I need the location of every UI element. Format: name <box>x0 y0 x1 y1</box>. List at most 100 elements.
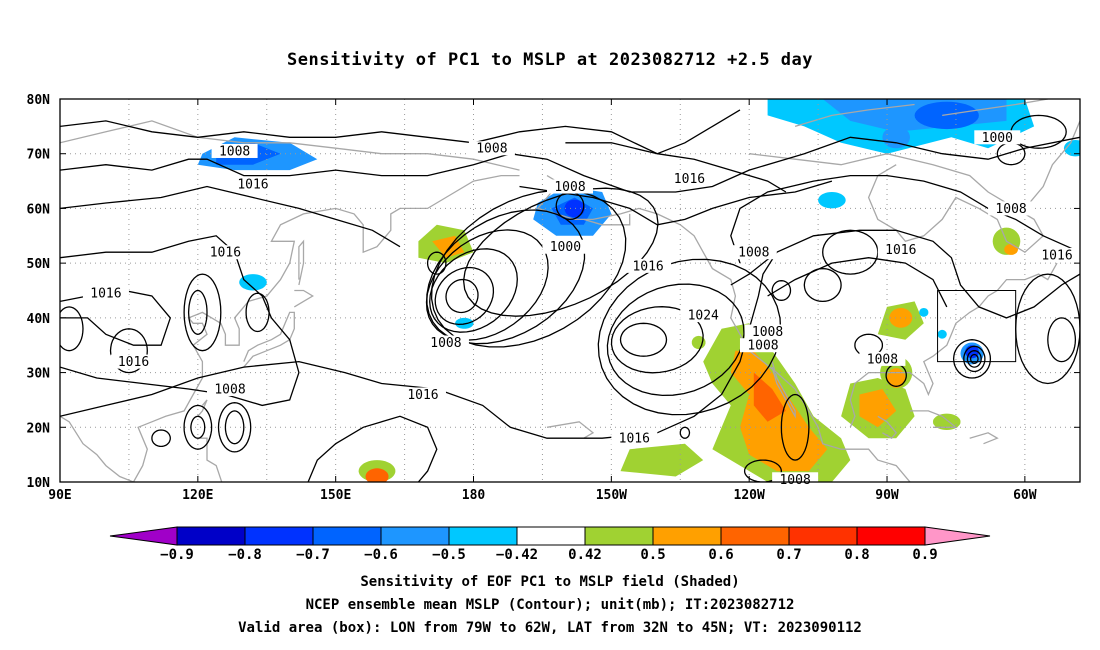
mslp-isobar <box>445 278 479 314</box>
mslp-isobar <box>963 345 986 373</box>
contour-label: 1016 <box>885 243 916 258</box>
coastline <box>546 421 595 439</box>
contour-label: 1008 <box>747 339 778 354</box>
coastline <box>749 153 1045 254</box>
lat-tick-label: 30N <box>27 367 51 382</box>
sensitivity-patch <box>1004 244 1018 255</box>
coastline <box>771 361 796 419</box>
sensitivity-patch <box>753 372 786 422</box>
colorbar-label: 0.8 <box>844 547 869 563</box>
colorbar-label: −0.9 <box>160 547 194 563</box>
colorbar-label: 0.5 <box>640 547 665 563</box>
mslp-isobar <box>555 191 585 221</box>
mslp-isobar <box>780 393 810 461</box>
contour-label: 1008 <box>476 142 507 157</box>
mslp-isobar <box>60 109 741 155</box>
mslp-isobar <box>224 410 245 445</box>
mslp-isobar <box>969 353 979 364</box>
valid-area-box <box>937 290 1017 363</box>
lon-tick-label: 90E <box>48 488 71 503</box>
lon-tick-label: 120E <box>182 488 213 503</box>
mslp-isobar <box>426 209 586 345</box>
mslp-isobar <box>307 415 438 482</box>
colorbar-segment <box>584 526 654 546</box>
lon-tick-label: 60W <box>1013 488 1037 503</box>
mslp-isobar <box>60 136 1080 193</box>
coastline <box>60 120 520 171</box>
mslp-isobar <box>434 266 495 326</box>
coastline <box>942 99 1048 117</box>
contour-label: 1000 <box>550 240 581 255</box>
coastline <box>197 437 223 482</box>
mslp-isobar <box>462 187 659 317</box>
contour-label-bg <box>211 143 258 158</box>
coastline <box>298 239 305 286</box>
sensitivity-patch <box>1063 140 1080 157</box>
contour-label-bg <box>680 308 727 323</box>
contour-label: 1008 <box>995 202 1026 217</box>
contour-label-bg <box>542 239 589 254</box>
contour-label-bg <box>207 381 253 396</box>
contour-label: 1008 <box>554 180 585 195</box>
contour-label: 1008 <box>214 382 245 397</box>
contour-labels: 1008 1016 1008 1008 1016 1000 1008 1016 1016 1016… <box>82 130 1081 488</box>
coastline <box>243 311 295 368</box>
sensitivity-patch <box>914 101 979 130</box>
colorbar-high-triangle <box>924 526 991 546</box>
contour-label-bg <box>202 245 249 260</box>
contour-label: 1016 <box>619 432 650 447</box>
mslp-isobar <box>730 229 1080 319</box>
colorbar-segment <box>312 526 382 546</box>
sensitivity-patch <box>882 126 910 149</box>
lat-tick-label: 60N <box>27 202 51 217</box>
caption-contour: NCEP ensemble mean MSLP (Contour); unit(… <box>305 597 795 613</box>
contour-label: 1016 <box>632 259 663 274</box>
mslp-isobar <box>619 322 668 357</box>
sensitivity-patch <box>937 329 947 339</box>
mslp-isobar <box>730 174 1080 264</box>
contour-label-bg <box>988 201 1035 216</box>
contour-label-bg <box>625 258 672 273</box>
coastlines <box>60 99 1080 482</box>
colorbar-label: −0.5 <box>432 547 466 563</box>
sensitivity-patch <box>239 274 267 291</box>
sensitivity-patch <box>859 389 897 428</box>
mslp-isobar <box>60 185 401 248</box>
mslp-isobar <box>771 280 792 301</box>
sensitivity-patch <box>887 368 906 388</box>
contour-label-bg <box>877 242 924 257</box>
contour-label-bg <box>422 335 469 350</box>
contour-label-bg <box>772 472 819 487</box>
valid-area-rectangle <box>937 290 1017 363</box>
caption-shading: Sensitivity of EOF PC1 to MSLP field (Sh… <box>360 574 740 590</box>
lon-tick-label: 150E <box>320 488 351 503</box>
contour-label-bg <box>1034 247 1081 262</box>
contour-label: 1008 <box>219 144 250 159</box>
mslp-isobar <box>822 229 879 275</box>
coastline <box>583 213 631 226</box>
coastline <box>293 289 314 308</box>
coastline <box>132 174 520 482</box>
coastline <box>969 432 999 445</box>
contour-label-bg <box>974 130 1021 145</box>
contour-label: 1008 <box>430 336 461 351</box>
coastline <box>1024 120 1080 209</box>
colorbar-label: −0.8 <box>228 547 262 563</box>
lon-tick-label: 90W <box>875 488 899 503</box>
contour-label-bg <box>547 179 593 194</box>
coastline <box>849 262 1058 428</box>
mslp-isobar <box>426 251 447 275</box>
lon-tick-label: 180 <box>462 488 486 503</box>
contour-label-bg <box>744 324 791 339</box>
contour-label: 1016 <box>90 287 121 302</box>
colorbar-segment <box>244 526 314 546</box>
coastline <box>794 103 915 128</box>
colorbar-segment <box>856 526 926 546</box>
mslp-isobar <box>767 257 948 308</box>
colorbar-label: −0.6 <box>364 547 398 563</box>
colorbar-label: 0.6 <box>708 547 733 563</box>
contour-label: 1016 <box>210 246 241 261</box>
contour-label: 1008 <box>779 473 810 488</box>
mslp-isobar <box>190 415 206 439</box>
map-axes: 90E 120E 150E 180 150W 120W 90W 60W 80N 70N 60N 50N… <box>27 93 1080 503</box>
